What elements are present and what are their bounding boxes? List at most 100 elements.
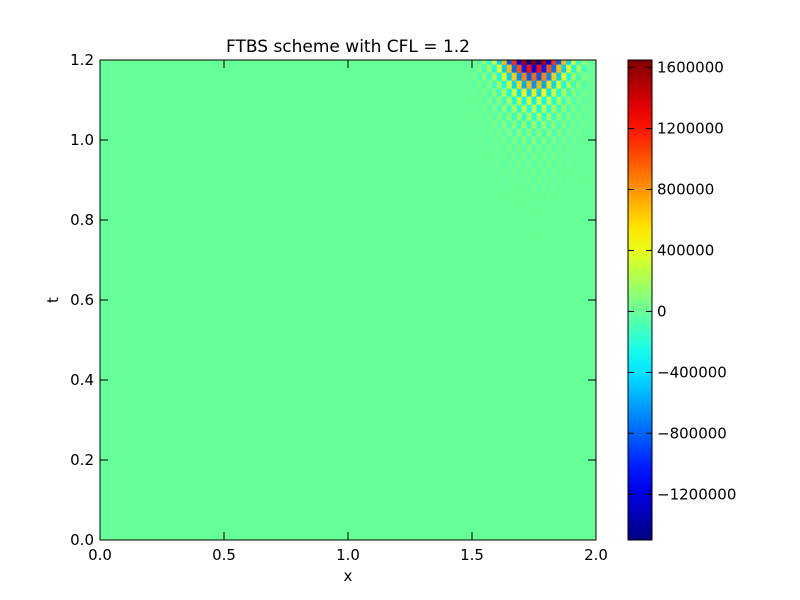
heatmap-cell [521,80,528,89]
heatmap-cell [581,128,587,137]
heatmap-cell [476,120,483,129]
heatmap-cell [546,112,552,121]
heatmap-cell [516,200,523,209]
heatmap-cell [476,64,483,73]
heatmap-cell [526,224,533,233]
heatmap-cell [561,184,567,193]
heatmap-cell [467,88,473,97]
heatmap-cell [472,72,478,81]
heatmap-cell [457,64,463,73]
heatmap-cell [516,64,523,73]
heatmap-cell [462,64,468,73]
heatmap-cell [496,88,503,97]
heatmap-cell [541,104,547,113]
heatmap-cell [501,112,508,121]
heatmap-cell [516,176,523,185]
heatmap-cell [511,88,518,97]
heatmap-cell [491,128,498,137]
heatmap-cell [496,176,503,185]
heatmap-cell [551,208,557,217]
heatmap-cell [531,224,538,233]
heatmap-cell [531,200,538,209]
heatmap-cell [581,96,587,105]
heatmap-cell [526,80,533,89]
heatmap-cell [521,160,528,169]
heatmap-cell [501,128,508,137]
heatmap-cell [526,184,533,193]
heatmap-cell [581,120,587,129]
heatmap-cell [486,112,493,121]
heatmap-cell [531,152,538,161]
heatmap-cell [486,64,493,73]
heatmap-cell [556,160,562,169]
heatmap-cell [536,152,543,161]
heatmap-cell [531,144,538,153]
heatmap-cell [571,168,577,177]
heatmap-cell [526,96,533,105]
heatmap-cell [526,60,533,65]
heatmap-cell [491,184,498,193]
heatmap-cell [506,160,513,169]
heatmap-cell [501,176,508,185]
heatmap-cell [531,168,538,177]
heatmap-cell [501,144,508,153]
heatmap-cell [541,80,547,89]
heatmap-cell [576,120,582,129]
heatmap-cell [491,136,498,145]
heatmap-cell [581,104,587,113]
heatmap-cell [511,136,518,145]
heatmap-cell [506,88,513,97]
heatmap-cell [571,160,577,169]
colorbar-tick-label: 0 [657,302,667,320]
heatmap-cell [566,192,572,201]
heatmap-cell [511,192,518,201]
heatmap-cell [496,64,503,73]
heatmap-cell [576,64,582,73]
heatmap-cell [571,136,577,145]
heatmap-cell [556,72,562,81]
heatmap-cell [506,184,513,193]
heatmap-cell [467,112,473,121]
colorbar-ticks: −1200000 −800000 −400000 0 400000 800000 12000… [628,59,736,503]
heatmap-cell [476,80,483,89]
heatmap-cell [516,168,523,177]
heatmap-cell [541,152,547,161]
heatmap-cell [486,128,493,137]
heatmap-cell [526,208,533,217]
heatmap-cell [551,184,557,193]
heatmap-cell [526,88,533,97]
heatmap-cell [521,120,528,129]
heatmap-cell [551,120,557,129]
heatmap-cell [491,152,498,161]
heatmap-cell [546,160,552,169]
heatmap-cell [556,184,562,193]
heatmap-cell [516,112,523,121]
colorbar-gradient [628,60,652,540]
heatmap-cell [561,60,567,65]
heatmap-cell [561,144,567,153]
heatmap-cell [486,60,493,65]
heatmap-cell [481,152,488,161]
heatmap-cell [496,160,503,169]
heatmap-cell [501,152,508,161]
heatmap-cell [546,152,552,161]
heatmap-cell [486,120,493,129]
heatmap-cell [506,136,513,145]
heatmap-cell [481,136,488,145]
heatmap-cell [462,60,468,65]
heatmap-cell [501,96,508,105]
heatmap-cell [521,112,528,121]
heatmap-cell [496,152,503,161]
heatmap-cell [566,112,572,121]
colorbar-tick-label: 400000 [657,241,714,259]
heatmap-cell [556,104,562,113]
heatmap-cell [556,128,562,137]
heatmap-cell [581,60,587,65]
heatmap-cell [481,80,488,89]
heatmap-cell [546,64,552,73]
heatmap-cell [476,144,483,153]
heatmap-cell [521,176,528,185]
heatmap-cell [516,88,523,97]
heatmap-cell [531,60,538,65]
heatmap-cell [511,120,518,129]
